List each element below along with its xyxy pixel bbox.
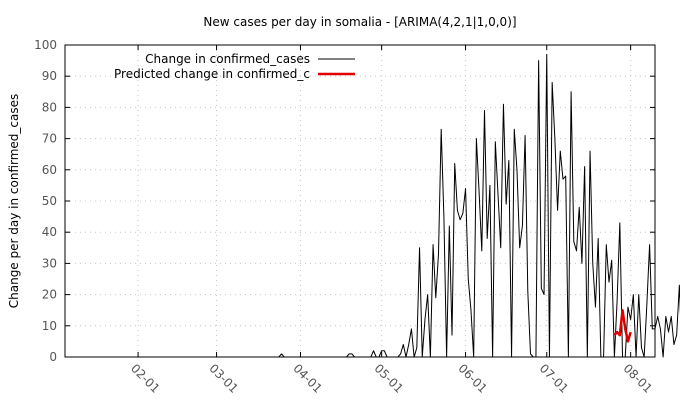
y-tick-label: 70 <box>42 132 57 146</box>
y-tick-label: 40 <box>42 225 57 239</box>
x-tick-label: 07-01 <box>537 361 572 396</box>
chart-title: New cases per day in somalia - [ARIMA(4,… <box>203 15 516 29</box>
y-tick-label: 80 <box>42 100 57 114</box>
y-axis-label: Change per day in confirmed_cases <box>7 94 21 309</box>
y-axis-ticks: 0 10 20 30 40 50 60 70 80 90 100 <box>34 38 655 364</box>
plot-frame <box>64 44 656 358</box>
legend-label-predicted: Predicted change in confirmed_c <box>114 67 310 81</box>
y-tick-label: 90 <box>42 69 57 83</box>
x-tick-label: 06-01 <box>455 361 490 396</box>
x-axis-ticks: 02-01 03-01 04-01 05-01 06-01 07-01 08-01 <box>128 45 655 396</box>
y-tick-label: 50 <box>42 194 57 208</box>
x-tick-label: 04-01 <box>290 361 325 396</box>
y-tick-label: 100 <box>34 38 57 52</box>
y-tick-label: 60 <box>42 163 57 177</box>
x-tick-label: 05-01 <box>372 361 407 396</box>
legend-label-actual: Change in confirmed_cases <box>145 52 310 66</box>
y-tick-label: 20 <box>42 288 57 302</box>
series-predicted-line <box>613 308 632 343</box>
legend: Change in confirmed_cases Predicted chan… <box>114 52 355 81</box>
grid <box>65 45 655 357</box>
y-tick-label: 10 <box>42 319 57 333</box>
series-actual-line <box>92 53 680 358</box>
series-layer <box>92 53 680 358</box>
y-tick-label: 30 <box>42 256 57 270</box>
y-tick-label: 0 <box>49 350 57 364</box>
x-tick-label: 02-01 <box>128 361 163 396</box>
x-tick-label: 03-01 <box>206 361 241 396</box>
x-tick-label: 08-01 <box>621 361 656 396</box>
